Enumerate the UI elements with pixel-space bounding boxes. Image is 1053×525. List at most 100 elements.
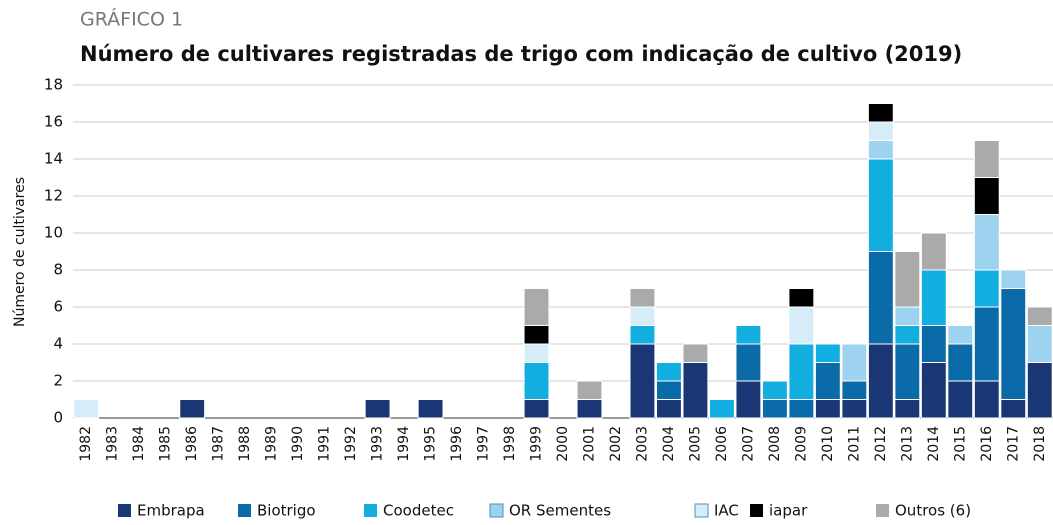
x-tick-label: 1990	[290, 426, 306, 462]
x-tick-label: 1987	[211, 426, 227, 462]
x-tick-label: 1988	[237, 426, 253, 462]
x-tick-label: 2005	[687, 426, 703, 462]
x-tick-label: 1993	[370, 426, 386, 462]
bar-segment	[867, 343, 894, 419]
legend-label: Embrapa	[137, 502, 205, 520]
legend-swatch	[876, 504, 889, 517]
legend-swatch	[238, 504, 251, 517]
x-tick-label: 1989	[264, 426, 280, 462]
bar-segment	[788, 288, 815, 308]
y-tick-label: 14	[44, 150, 63, 168]
bar-segment	[867, 103, 894, 123]
x-tick-label: 1986	[184, 426, 200, 462]
y-tick-label: 4	[53, 335, 63, 353]
bar-segment	[973, 177, 1000, 215]
bar-segment	[629, 343, 656, 419]
bar-segment	[841, 380, 868, 400]
bar-segment	[920, 269, 947, 326]
y-tick-label: 8	[53, 261, 63, 279]
bar-segment	[682, 343, 709, 363]
legend-label: Coodetec	[383, 502, 454, 520]
x-tick-label: 2016	[979, 426, 995, 462]
x-tick-label: 1999	[529, 426, 545, 462]
bar-segment	[761, 399, 788, 419]
x-tick-label: 1985	[158, 426, 174, 462]
bar-segment	[788, 306, 815, 345]
y-tick-label: 6	[53, 298, 63, 316]
bar-segment	[973, 306, 1000, 382]
bar-segment	[523, 343, 550, 363]
x-tick-label: 2010	[820, 426, 836, 462]
bar-segment	[973, 214, 1000, 271]
y-tick-label: 12	[44, 187, 63, 205]
y-tick-label: 16	[44, 113, 63, 131]
bar-segment	[1026, 325, 1053, 363]
bar-segment	[708, 399, 735, 419]
chart-kicker: GRÁFICO 1	[80, 8, 183, 31]
x-tick-label: 2012	[873, 426, 889, 462]
bar-segment	[947, 380, 974, 419]
bar-segment	[894, 251, 921, 308]
bar-segment	[1026, 362, 1053, 419]
bar-segment	[947, 343, 974, 382]
x-tick-label: 2014	[926, 426, 942, 462]
legend-swatch	[694, 503, 709, 518]
bar-segment	[867, 251, 894, 345]
bar-segment	[364, 399, 391, 419]
bar-segment	[735, 325, 762, 345]
x-tick-label: 1994	[396, 426, 412, 462]
x-tick-label: 2011	[846, 426, 862, 462]
x-tick-label: 1996	[449, 426, 465, 462]
chart-title: Número de cultivares registradas de trig…	[80, 42, 962, 66]
legend-swatch	[750, 504, 763, 517]
x-tick-label: 1992	[343, 426, 359, 462]
x-tick-label: 2009	[793, 426, 809, 462]
x-tick-label: 2018	[1032, 426, 1048, 462]
x-tick-label: 2003	[634, 426, 650, 462]
bar-segment	[814, 343, 841, 363]
bar-segment	[1000, 399, 1027, 419]
bar-segment	[523, 362, 550, 400]
bar-segment	[894, 306, 921, 326]
bar-segment	[576, 380, 603, 400]
x-tick-label: 1997	[476, 426, 492, 462]
legend-swatch	[489, 503, 504, 518]
bar-segment	[814, 362, 841, 400]
bar-segment	[1000, 288, 1027, 400]
bar-segment	[1000, 269, 1027, 289]
x-tick-label: 2015	[952, 426, 968, 462]
bar-segment	[655, 362, 682, 382]
x-tick-label: 2002	[608, 426, 624, 462]
x-tick-label: 2001	[581, 426, 597, 462]
bar-segment	[179, 399, 206, 419]
y-tick-label: 2	[53, 372, 63, 390]
bar-segment	[576, 399, 603, 419]
x-tick-label: 2017	[1005, 426, 1021, 462]
bar-segment	[523, 325, 550, 345]
bar-segment	[841, 343, 868, 382]
legend-label: Outros (6)	[895, 502, 971, 520]
y-tick-label: 0	[53, 409, 63, 427]
bar-segment	[920, 232, 947, 271]
bar-segment	[894, 343, 921, 400]
x-tick-label: 1984	[131, 426, 147, 462]
legend-label: IAC	[714, 502, 739, 520]
legend-label: iapar	[769, 502, 808, 520]
x-tick-label: 1982	[78, 426, 94, 462]
bar-segment	[867, 158, 894, 252]
legend-swatch	[364, 504, 377, 517]
y-axis-label: Número de cultivares	[12, 177, 28, 327]
bar-segment	[1026, 306, 1053, 326]
bar-segment	[629, 288, 656, 308]
bar-segment	[417, 399, 444, 419]
y-tick-label: 18	[44, 76, 63, 94]
x-tick-label: 2007	[740, 426, 756, 462]
bar-segment	[523, 288, 550, 326]
x-tick-label: 2013	[899, 426, 915, 462]
bar-segment	[920, 362, 947, 419]
bar-segment	[867, 140, 894, 160]
bar-segment	[655, 380, 682, 400]
bar-segment	[973, 140, 1000, 178]
